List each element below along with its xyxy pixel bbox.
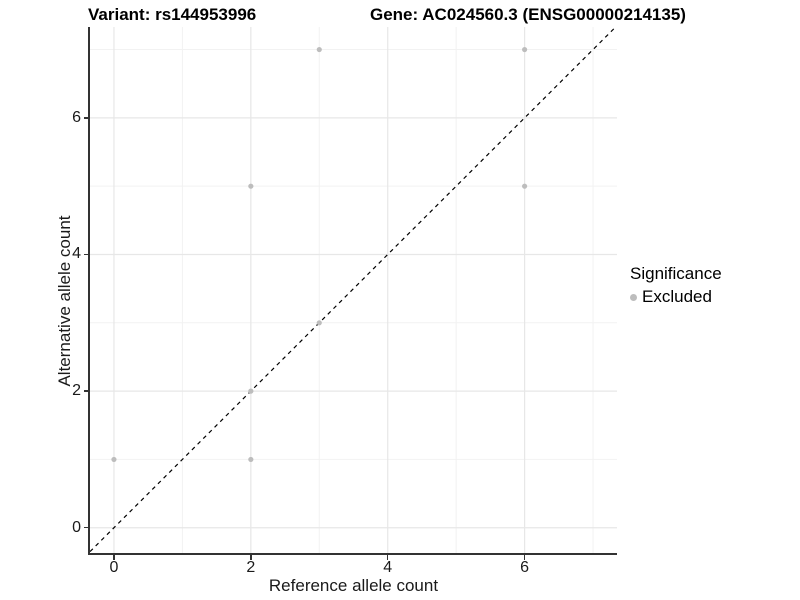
y-axis-tick-mark <box>83 526 88 529</box>
plot-panel <box>88 27 617 555</box>
x-axis-title: Reference allele count <box>268 576 439 595</box>
plot-title-variant: Variant: rs144953996 <box>88 5 257 24</box>
y-axis-tick-label: 0 <box>72 518 81 536</box>
x-axis-tick-mark <box>523 555 526 560</box>
legend-title: Significance <box>630 264 722 283</box>
y-axis-tick-mark <box>83 253 88 256</box>
x-axis-tick-mark <box>386 555 389 560</box>
x-axis-tick-label: 2 <box>246 559 256 576</box>
legend-item-label: Excluded <box>642 287 712 306</box>
y-axis-title: Alternative allele count <box>55 215 74 387</box>
x-axis-tick-label: 0 <box>109 559 119 576</box>
y-axis-tick-label: 4 <box>72 245 81 263</box>
x-axis-tick-label: 6 <box>520 559 530 576</box>
plot-title-gene: Gene: AC024560.3 (ENSG00000214135) <box>370 5 686 24</box>
plot-canvas <box>90 27 617 553</box>
y-axis-tick-label: 6 <box>72 108 81 126</box>
y-axis-tick-label: 2 <box>72 382 81 400</box>
legend-point-icon <box>630 293 637 301</box>
legend: Significance Excluded <box>630 264 722 307</box>
x-axis-tick-label: 4 <box>383 559 393 576</box>
y-axis-tick-mark <box>83 117 88 119</box>
x-axis-tick-mark <box>113 555 115 560</box>
x-axis-tick-mark <box>250 555 252 560</box>
y-axis-tick-mark <box>83 390 88 392</box>
legend-item-excluded: Excluded <box>630 287 722 307</box>
